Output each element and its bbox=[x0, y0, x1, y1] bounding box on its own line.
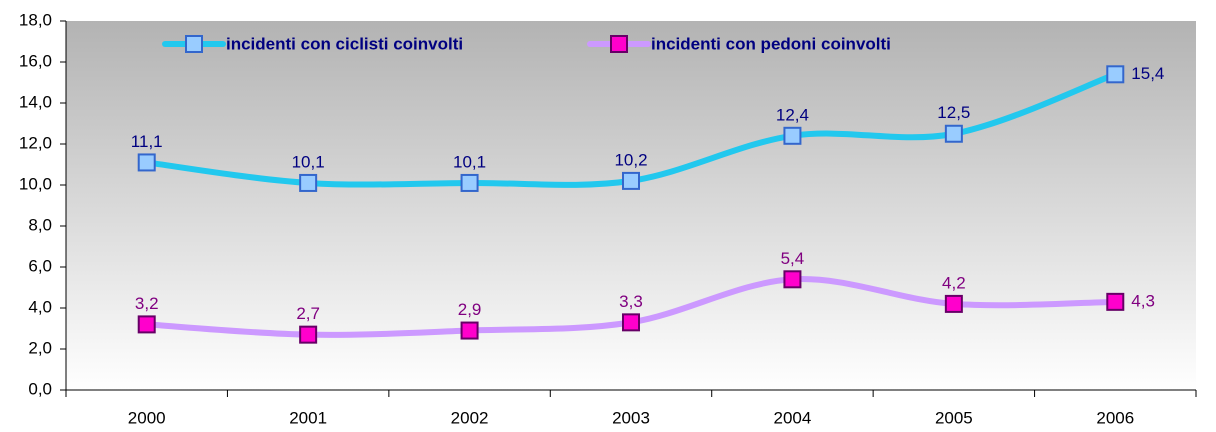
legend-marker bbox=[185, 35, 203, 53]
marker bbox=[137, 153, 156, 172]
marker bbox=[1106, 65, 1125, 84]
y-tick-label: 16,0 bbox=[19, 51, 52, 70]
legend-text: incidenti con pedoni coinvolti bbox=[651, 34, 891, 53]
marker bbox=[299, 173, 318, 192]
data-label: 10,1 bbox=[453, 152, 486, 171]
data-label: 10,2 bbox=[614, 150, 647, 169]
x-tick-label: 2003 bbox=[612, 408, 650, 427]
x-tick-label: 2004 bbox=[774, 408, 812, 427]
data-label: 2,7 bbox=[296, 304, 320, 323]
data-label: 15,4 bbox=[1131, 64, 1164, 83]
x-tick-label: 2001 bbox=[289, 408, 327, 427]
data-label: 12,5 bbox=[937, 103, 970, 122]
data-label: 12,4 bbox=[776, 105, 809, 124]
y-tick-label: 2,0 bbox=[28, 338, 52, 357]
data-label: 5,4 bbox=[781, 249, 805, 268]
marker bbox=[622, 171, 640, 190]
marker bbox=[783, 270, 802, 289]
marker bbox=[460, 173, 479, 192]
legend-marker bbox=[610, 35, 628, 53]
marker bbox=[1106, 292, 1125, 311]
marker bbox=[460, 321, 479, 340]
data-label: 4,2 bbox=[942, 273, 966, 292]
data-label: 3,2 bbox=[135, 294, 159, 313]
y-tick-label: 14,0 bbox=[19, 92, 52, 111]
y-tick-label: 12,0 bbox=[19, 133, 52, 152]
y-tick-label: 10,0 bbox=[19, 174, 52, 193]
marker bbox=[944, 124, 963, 143]
data-label: 3,3 bbox=[619, 292, 643, 311]
y-tick-label: 8,0 bbox=[28, 215, 52, 234]
x-tick-label: 2000 bbox=[128, 408, 166, 427]
marker bbox=[622, 313, 640, 332]
x-tick-label: 2005 bbox=[935, 408, 973, 427]
legend-text: incidenti con ciclisti coinvolti bbox=[226, 34, 463, 53]
marker bbox=[783, 126, 802, 145]
y-tick-label: 6,0 bbox=[28, 256, 52, 275]
x-tick-label: 2006 bbox=[1096, 408, 1134, 427]
y-tick-label: 0,0 bbox=[28, 379, 52, 398]
marker bbox=[944, 294, 963, 313]
data-label: 2,9 bbox=[458, 300, 482, 319]
y-tick-label: 4,0 bbox=[28, 297, 52, 316]
plot-area bbox=[66, 21, 1196, 390]
data-label: 11,1 bbox=[131, 132, 163, 151]
marker bbox=[299, 325, 318, 344]
y-tick-label: 18,0 bbox=[19, 10, 52, 29]
marker bbox=[137, 315, 156, 334]
x-tick-label: 2002 bbox=[451, 408, 489, 427]
data-label: 4,3 bbox=[1131, 291, 1155, 310]
data-label: 10,1 bbox=[292, 152, 325, 171]
